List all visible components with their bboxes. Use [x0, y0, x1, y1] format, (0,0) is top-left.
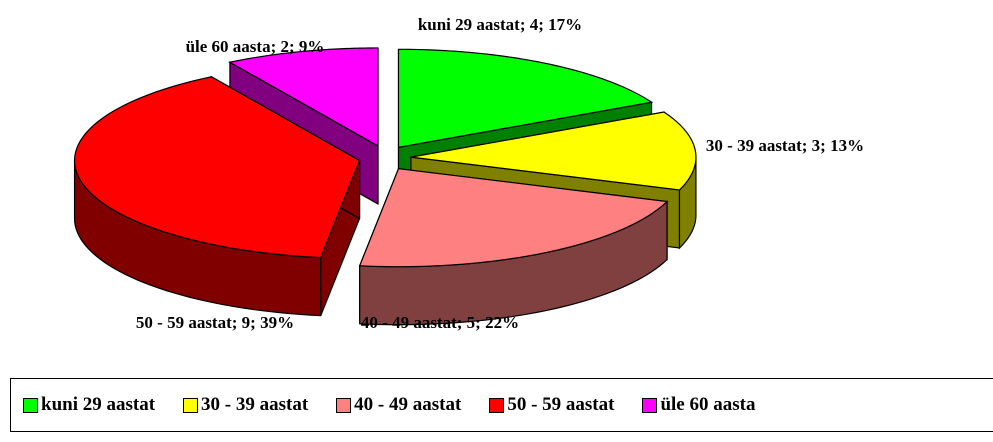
legend-swatch — [642, 397, 658, 413]
data-label: 40 - 49 aastat; 5; 22% — [360, 313, 520, 332]
slice — [228, 47, 379, 147]
legend-item: 40 - 49 aastat — [336, 394, 461, 416]
legend-swatch — [183, 397, 199, 413]
data-label: 50 - 59 aastat; 9; 39% — [135, 313, 295, 332]
legend-label: 40 - 49 aastat — [354, 394, 462, 415]
legend-swatch — [489, 397, 505, 413]
slice — [73, 76, 361, 259]
legend-label: 30 - 39 aastat — [201, 394, 309, 415]
legend-label: kuni 29 aastat — [41, 394, 156, 415]
legend-item: 50 - 59 aastat — [489, 394, 614, 416]
legend: kuni 29 aastat 30 - 39 aastat 40 - 49 aast… — [10, 378, 993, 432]
slice — [397, 48, 654, 149]
legend-label: 50 - 59 aastat — [507, 394, 615, 415]
legend-swatch — [336, 397, 352, 413]
pie-area — [73, 47, 697, 326]
legend-swatch — [23, 397, 38, 413]
slice — [410, 111, 697, 191]
slice — [358, 168, 669, 268]
data-label: 30 - 39 aastat; 3; 13% — [705, 136, 865, 155]
legend-item: kuni 29 aastat — [23, 394, 155, 416]
legend-item: 30 - 39 aastat — [183, 394, 308, 416]
legend-item: üle 60 aasta — [642, 394, 755, 416]
data-label: üle 60 aasta; 2; 9% — [185, 37, 325, 56]
data-label: kuni 29 aastat; 4; 17% — [417, 15, 583, 34]
legend-label: üle 60 aasta — [660, 394, 756, 415]
